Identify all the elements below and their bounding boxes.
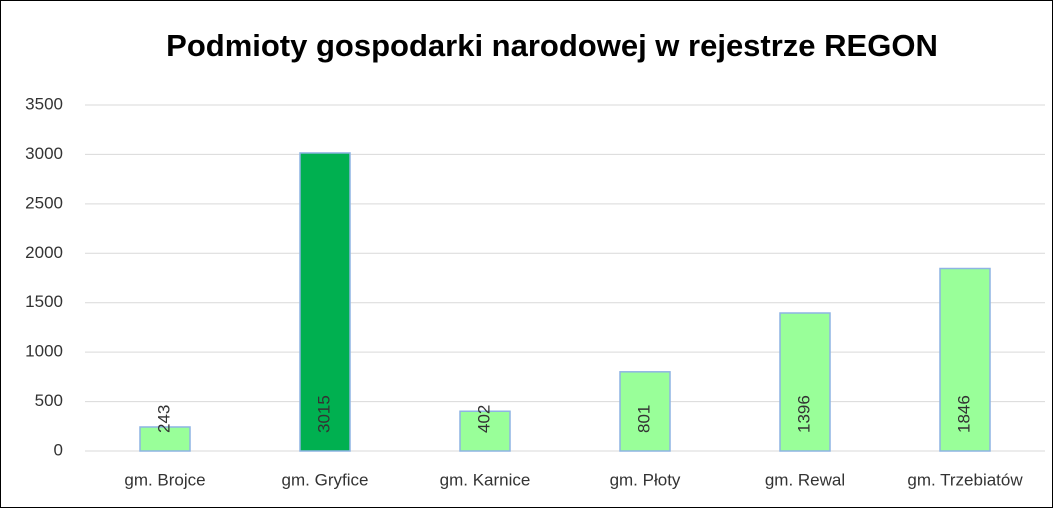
x-tick-label: gm. Brojce: [124, 470, 205, 489]
x-tick-label: gm. Płoty: [610, 470, 681, 489]
y-tick-label: 500: [35, 391, 63, 410]
x-tick-label: gm. Trzebiatów: [907, 470, 1023, 489]
y-tick-label: 3000: [25, 144, 63, 163]
x-tick-label: gm. Karnice: [440, 470, 531, 489]
bar: [939, 267, 991, 452]
data-label: 1396: [794, 395, 813, 433]
bar: [299, 152, 351, 452]
data-label: 1846: [954, 395, 973, 433]
bar: [459, 410, 511, 452]
y-tick-label: 2000: [25, 243, 63, 262]
x-tick-label: gm. Rewal: [765, 470, 845, 489]
y-tick-label: 2500: [25, 193, 63, 212]
y-tick-label: 1000: [25, 342, 63, 361]
chart-title: Podmioty gospodarki narodowej w rejestrz…: [166, 28, 938, 63]
y-tick-label: 1500: [25, 292, 63, 311]
data-label: 243: [154, 405, 173, 433]
y-tick-label: 3500: [25, 94, 63, 113]
bar: [139, 426, 191, 452]
data-label: 402: [474, 405, 493, 433]
data-label: 801: [634, 405, 653, 433]
bar: [619, 371, 671, 452]
data-label: 3015: [314, 395, 333, 433]
bar: [779, 312, 831, 452]
x-tick-label: gm. Gryfice: [282, 470, 369, 489]
y-tick-label: 0: [54, 440, 63, 459]
